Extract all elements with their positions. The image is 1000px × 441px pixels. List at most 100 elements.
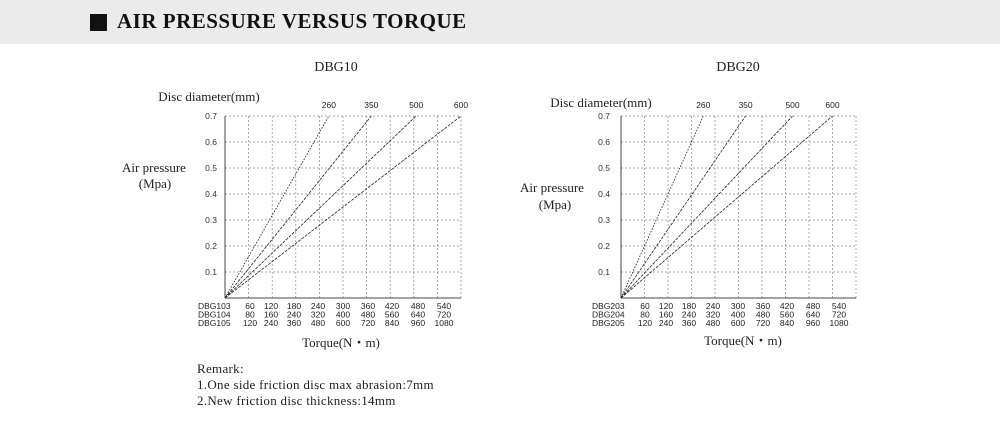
y-tick-label: 0.7 bbox=[205, 111, 217, 121]
torque-row-model: DBG204 bbox=[592, 310, 625, 320]
torque-value: 320 bbox=[311, 310, 325, 320]
torque-value: 720 bbox=[832, 310, 846, 320]
disc-label-350: 350 bbox=[738, 100, 752, 110]
series-line-600 bbox=[620, 115, 833, 299]
torque-value: 160 bbox=[264, 310, 278, 320]
y-tick-label: 0.7 bbox=[598, 111, 610, 121]
y-tick-label: 0.2 bbox=[598, 241, 610, 251]
torque-value: 560 bbox=[385, 310, 399, 320]
torque-value: 480 bbox=[806, 301, 820, 311]
torque-value: 560 bbox=[780, 310, 794, 320]
remark-line-2: 2.New friction disc thickness:14mm bbox=[197, 393, 396, 408]
series-line-600 bbox=[224, 115, 462, 299]
series-line-350 bbox=[620, 115, 746, 299]
torque-value: 240 bbox=[287, 310, 301, 320]
torque-value: 960 bbox=[411, 318, 425, 328]
y-tick-label: 0.6 bbox=[205, 137, 217, 147]
torque-value: 360 bbox=[682, 318, 696, 328]
y-tick-label: 0.5 bbox=[598, 163, 610, 173]
y-axis-unit: (Mpa) bbox=[539, 197, 572, 212]
torque-value: 240 bbox=[659, 318, 673, 328]
torque-value: 480 bbox=[361, 310, 375, 320]
torque-value: 180 bbox=[287, 301, 301, 311]
disc-label-500: 500 bbox=[409, 100, 423, 110]
series-line-350 bbox=[224, 115, 372, 299]
torque-row-model: DBG103 bbox=[198, 301, 231, 311]
y-tick-label: 0.3 bbox=[598, 215, 610, 225]
torque-row-model: DBG205 bbox=[592, 318, 625, 328]
disc-label-600: 600 bbox=[454, 100, 468, 110]
torque-value: 60 bbox=[245, 301, 255, 311]
torque-value: 840 bbox=[780, 318, 794, 328]
disc-diameter-label: Disc diameter(mm) bbox=[158, 89, 259, 104]
torque-value: 120 bbox=[638, 318, 652, 328]
torque-value: 360 bbox=[361, 301, 375, 311]
remark-block: Remark: 1.One side friction disc max abr… bbox=[197, 361, 434, 409]
bullet-square-icon bbox=[90, 14, 107, 31]
torque-value: 120 bbox=[659, 301, 673, 311]
disc-label-350: 350 bbox=[364, 100, 378, 110]
torque-value: 240 bbox=[311, 301, 325, 311]
torque-value: 240 bbox=[682, 310, 696, 320]
torque-value: 1080 bbox=[435, 318, 454, 328]
series-line-260 bbox=[620, 115, 704, 299]
y-axis-label: Air pressure bbox=[520, 180, 584, 195]
torque-value: 720 bbox=[361, 318, 375, 328]
torque-value: 320 bbox=[706, 310, 720, 320]
torque-value: 120 bbox=[243, 318, 257, 328]
torque-value: 80 bbox=[640, 310, 650, 320]
torque-value: 240 bbox=[706, 301, 720, 311]
x-axis-label: Torque(N・m) bbox=[704, 333, 782, 348]
torque-value: 720 bbox=[437, 310, 451, 320]
torque-value: 180 bbox=[682, 301, 696, 311]
y-axis-unit: (Mpa) bbox=[139, 176, 172, 191]
y-tick-label: 0.1 bbox=[598, 267, 610, 277]
torque-value: 960 bbox=[806, 318, 820, 328]
disc-diameter-label: Disc diameter(mm) bbox=[550, 95, 651, 110]
torque-value: 240 bbox=[264, 318, 278, 328]
y-tick-label: 0.3 bbox=[205, 215, 217, 225]
torque-value: 600 bbox=[731, 318, 745, 328]
y-tick-label: 0.1 bbox=[205, 267, 217, 277]
y-tick-label: 0.6 bbox=[598, 137, 610, 147]
section-header: AIR PRESSURE VERSUS TORQUE bbox=[0, 0, 1000, 44]
series-line-500 bbox=[620, 115, 793, 299]
remark-line-1: 1.One side friction disc max abrasion:7m… bbox=[197, 377, 434, 392]
torque-value: 60 bbox=[640, 301, 650, 311]
torque-value: 300 bbox=[731, 301, 745, 311]
torque-value: 540 bbox=[832, 301, 846, 311]
torque-value: 1080 bbox=[830, 318, 849, 328]
torque-row-model: DBG105 bbox=[198, 318, 231, 328]
torque-value: 160 bbox=[659, 310, 673, 320]
torque-value: 600 bbox=[336, 318, 350, 328]
torque-value: 420 bbox=[385, 301, 399, 311]
torque-value: 400 bbox=[336, 310, 350, 320]
chart-title: DBG10 bbox=[314, 60, 358, 75]
torque-value: 640 bbox=[411, 310, 425, 320]
torque-value: 840 bbox=[385, 318, 399, 328]
torque-value: 480 bbox=[411, 301, 425, 311]
torque-value: 300 bbox=[336, 301, 350, 311]
torque-value: 120 bbox=[264, 301, 278, 311]
torque-row-model: DBG104 bbox=[198, 310, 231, 320]
torque-value: 480 bbox=[311, 318, 325, 328]
torque-value: 480 bbox=[706, 318, 720, 328]
chart-title: DBG20 bbox=[716, 60, 760, 75]
y-tick-label: 0.4 bbox=[598, 189, 610, 199]
section-title: AIR PRESSURE VERSUS TORQUE bbox=[117, 9, 467, 33]
disc-label-260: 260 bbox=[696, 100, 710, 110]
torque-value: 480 bbox=[756, 310, 770, 320]
torque-value: 720 bbox=[756, 318, 770, 328]
series-line-260 bbox=[224, 115, 330, 299]
y-tick-label: 0.2 bbox=[205, 241, 217, 251]
torque-value: 400 bbox=[731, 310, 745, 320]
remark-title: Remark: bbox=[197, 361, 244, 376]
disc-label-500: 500 bbox=[785, 100, 799, 110]
torque-value: 540 bbox=[437, 301, 451, 311]
y-tick-label: 0.4 bbox=[205, 189, 217, 199]
chart-dbg10: DBG10 Disc diameter(mm) Air pressure(Mpa) 0… bbox=[122, 60, 468, 350]
y-axis-label: Air pressure bbox=[122, 160, 186, 175]
y-tick-label: 0.5 bbox=[205, 163, 217, 173]
disc-label-600: 600 bbox=[825, 100, 839, 110]
torque-value: 420 bbox=[780, 301, 794, 311]
